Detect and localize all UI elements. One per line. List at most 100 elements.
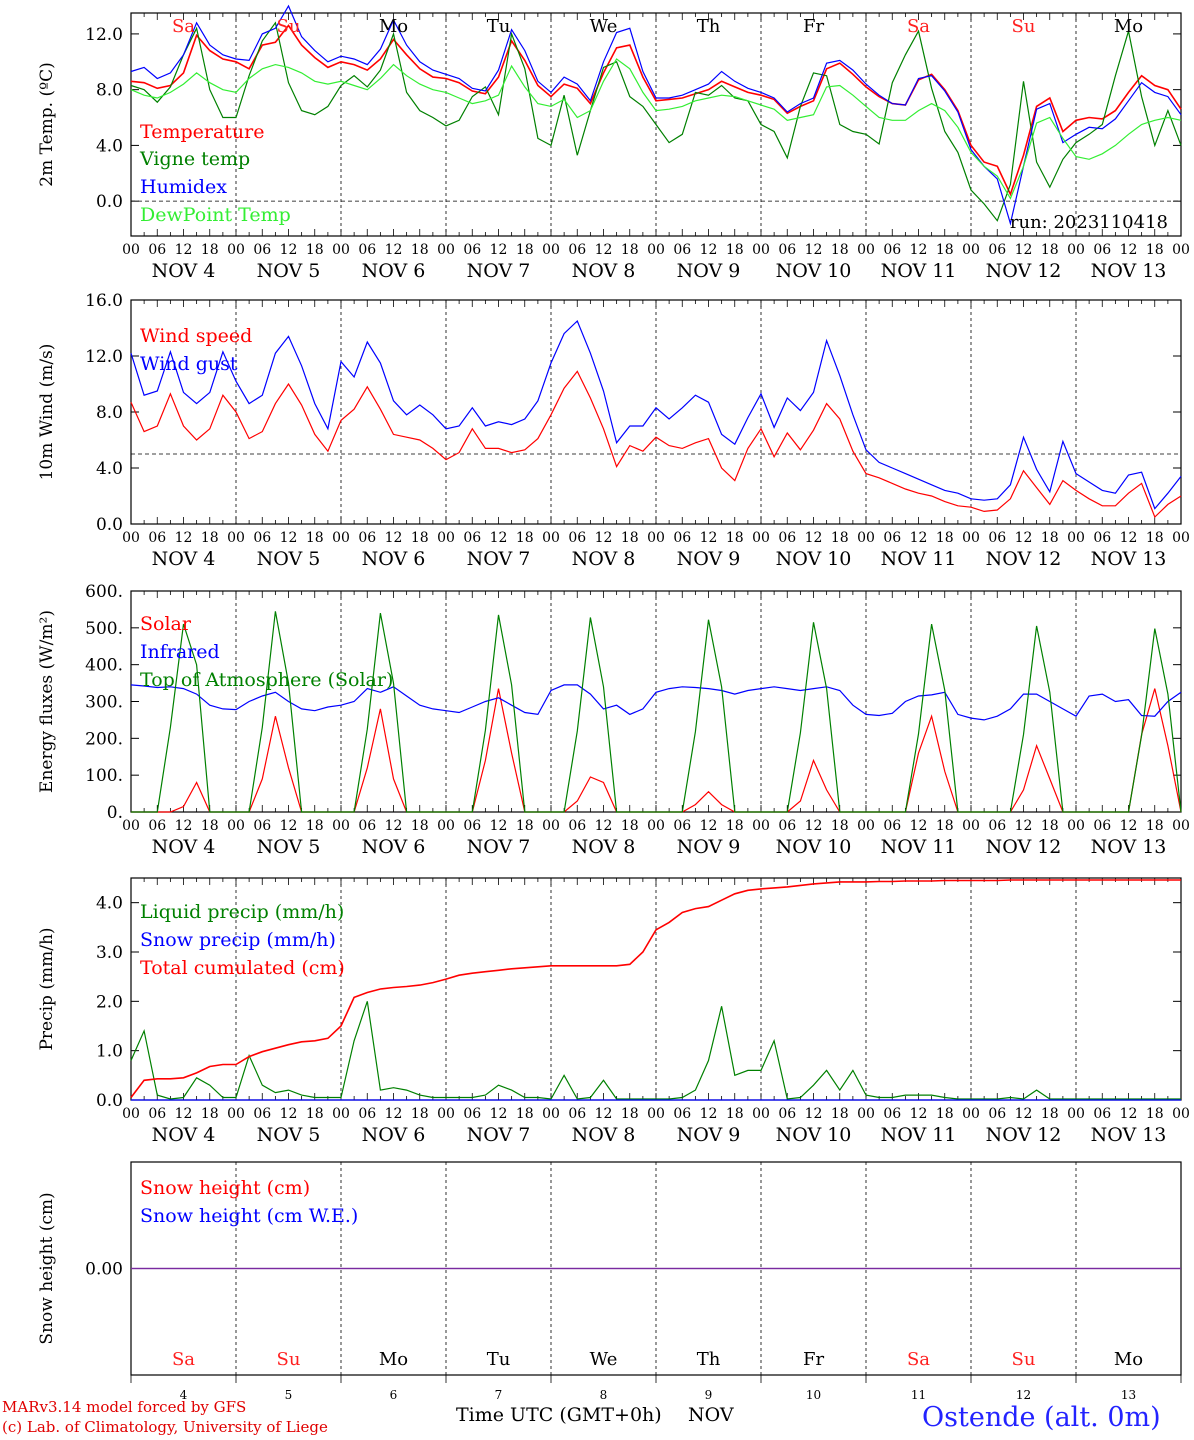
- weekday-label: Tu: [487, 1349, 511, 1370]
- hour-label: 12: [805, 1106, 823, 1122]
- hour-label: 18: [411, 818, 429, 834]
- date-label: NOV 9: [677, 548, 741, 570]
- hour-label: 12: [280, 1106, 298, 1122]
- hour-label: 06: [568, 1106, 586, 1122]
- date-label: NOV 7: [467, 260, 531, 282]
- hour-label: 12: [1120, 1106, 1138, 1122]
- legend-entry: Wind speed: [140, 325, 252, 347]
- y-tick-label: 0.: [107, 803, 123, 823]
- hour-label: 06: [358, 530, 376, 546]
- date-label: NOV 6: [362, 836, 426, 858]
- legend-entry: Snow precip (mm/h): [140, 929, 336, 951]
- date-label: NOV 7: [467, 1124, 531, 1146]
- hour-label: 00: [1172, 818, 1190, 834]
- hour-label: 00: [1067, 818, 1085, 834]
- hour-label: 18: [726, 1106, 744, 1122]
- weekday-label: Su: [277, 1349, 301, 1370]
- date-label: NOV 8: [572, 548, 636, 570]
- hour-label: 18: [831, 818, 849, 834]
- hour-label: 06: [463, 1106, 481, 1122]
- y-tick-label: 400.: [85, 656, 123, 676]
- hour-label: 12: [700, 818, 718, 834]
- day-number: 4: [180, 1388, 188, 1402]
- hour-label: 06: [358, 1106, 376, 1122]
- hour-label: 18: [306, 818, 324, 834]
- panel-4: [130, 877, 1182, 1101]
- hour-label: 12: [595, 818, 613, 834]
- hour-label: 12: [490, 530, 508, 546]
- date-label: NOV 13: [1091, 836, 1167, 858]
- hour-label: 12: [805, 530, 823, 546]
- hour-label: 06: [253, 242, 271, 258]
- hour-label: 06: [253, 530, 271, 546]
- hour-label: 12: [805, 818, 823, 834]
- hour-label: 18: [936, 242, 954, 258]
- hour-label: 18: [201, 818, 219, 834]
- hour-label: 06: [1093, 530, 1111, 546]
- x-axis-label: Time UTC (GMT+0h): [456, 1404, 662, 1426]
- hour-label: 12: [1015, 818, 1033, 834]
- date-label: NOV 9: [677, 260, 741, 282]
- hour-label: 12: [490, 242, 508, 258]
- date-label: NOV 12: [986, 836, 1062, 858]
- hour-label: 18: [411, 242, 429, 258]
- hour-label: 00: [227, 530, 245, 546]
- hour-label: 12: [595, 1106, 613, 1122]
- hour-label: 12: [1015, 530, 1033, 546]
- hour-label: 12: [1015, 242, 1033, 258]
- y-tick-label: 12.0: [85, 25, 123, 45]
- weekday-label: Su: [277, 16, 301, 37]
- hour-label: 00: [647, 242, 665, 258]
- date-label: NOV 8: [572, 1124, 636, 1146]
- hour-label: 06: [673, 1106, 691, 1122]
- hour-label: 06: [1093, 242, 1111, 258]
- hour-label: 18: [201, 1106, 219, 1122]
- hour-label: 18: [516, 242, 534, 258]
- hour-label: 06: [883, 242, 901, 258]
- y-tick-label: 4.0: [96, 459, 123, 479]
- date-label: NOV 10: [776, 1124, 852, 1146]
- y-axis-title: 2m Temp. (ºC): [37, 62, 57, 187]
- hour-label: 06: [1093, 1106, 1111, 1122]
- hour-label: 06: [673, 818, 691, 834]
- hour-label: 06: [673, 530, 691, 546]
- day-number: 6: [390, 1388, 398, 1402]
- copyright-credit: (c) Lab. of Climatology, University of L…: [2, 1418, 328, 1436]
- hour-label: 00: [1172, 530, 1190, 546]
- day-number: 8: [600, 1388, 608, 1402]
- hour-label: 00: [542, 530, 560, 546]
- hour-label: 18: [306, 242, 324, 258]
- panel-5: [130, 1161, 1182, 1383]
- y-tick-label: 8.0: [96, 81, 123, 101]
- day-number: 13: [1121, 1388, 1136, 1402]
- series-line: [131, 611, 1182, 813]
- hour-label: 06: [463, 242, 481, 258]
- weekday-label: Sa: [907, 16, 930, 37]
- series-line: [130, 58, 1182, 200]
- y-tick-label: 12.0: [85, 347, 123, 367]
- hour-label: 00: [857, 242, 875, 258]
- hour-label: 12: [700, 242, 718, 258]
- hour-label: 18: [516, 1106, 534, 1122]
- weekday-label: Su: [1012, 1349, 1036, 1370]
- model-credit: MARv3.14 model forced by GFS: [2, 1398, 247, 1416]
- hour-label: 00: [1172, 242, 1190, 258]
- y-tick-label: 100.: [85, 766, 123, 786]
- y-tick-label: 0.0: [96, 1091, 123, 1111]
- hour-label: 00: [332, 818, 350, 834]
- hour-label: 18: [621, 818, 639, 834]
- legend-entry: DewPoint Temp: [140, 204, 291, 226]
- hour-label: 00: [122, 1106, 140, 1122]
- hour-label: 06: [988, 1106, 1006, 1122]
- hour-label: 18: [411, 1106, 429, 1122]
- hour-label: 00: [647, 1106, 665, 1122]
- weekday-label: Mo: [379, 1349, 408, 1370]
- hour-label: 00: [542, 242, 560, 258]
- station-name: Ostende (alt. 0m): [922, 1402, 1161, 1433]
- weekday-label: Tu: [487, 16, 511, 37]
- hour-label: 12: [175, 1106, 193, 1122]
- date-label: NOV 8: [572, 836, 636, 858]
- hour-label: 12: [1120, 530, 1138, 546]
- hour-label: 00: [1067, 242, 1085, 258]
